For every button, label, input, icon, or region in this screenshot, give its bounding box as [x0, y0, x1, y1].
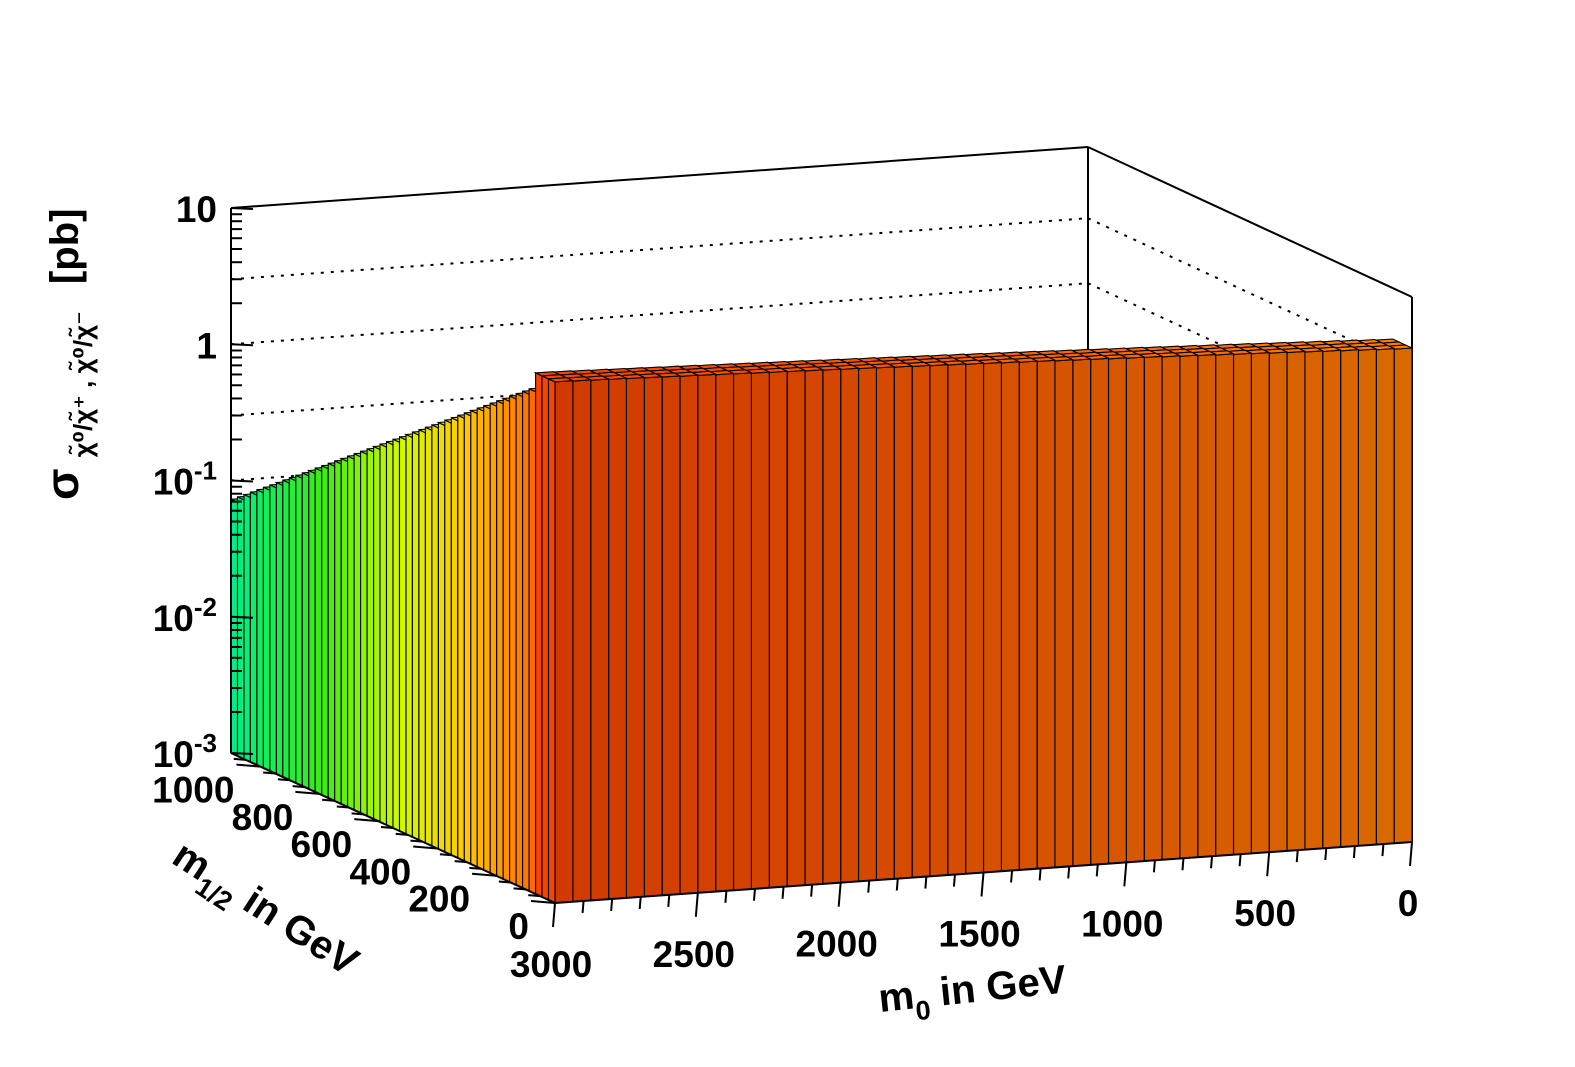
lego-bars: [230, 338, 1413, 904]
box-edge-top-right: [1087, 146, 1413, 298]
bar-side-face: [373, 445, 381, 823]
bar-side-face: [360, 450, 368, 817]
grid-line-back: [230, 217, 1089, 281]
bar-side-face: [262, 486, 271, 772]
grid-line-back: [230, 282, 1089, 346]
bar-side-face: [340, 457, 349, 808]
bar-side-face: [314, 467, 323, 796]
bar-side-face: [334, 460, 342, 805]
bar-side-face: [275, 481, 284, 778]
bar-side-face: [385, 440, 394, 829]
bar-side-face: [308, 469, 316, 793]
bar-side-face: [353, 452, 362, 814]
bar-side-face: [347, 455, 355, 811]
bar-side-face: [243, 493, 251, 763]
box-edge-top-back: [230, 146, 1089, 209]
bar-side-face: [327, 462, 336, 802]
bar-side-face: [366, 448, 375, 820]
bar-side-face: [301, 472, 310, 790]
bar-side-face: [295, 474, 303, 787]
bar-side-face: [256, 488, 264, 769]
bar-side-face: [249, 491, 258, 766]
bar-side-face: [379, 443, 388, 826]
bar-side-face: [321, 464, 329, 799]
bar-side-face: [288, 476, 297, 784]
bar-side-face: [236, 496, 245, 760]
bar-side-face: [269, 484, 277, 775]
bar-side-face: [282, 479, 290, 781]
